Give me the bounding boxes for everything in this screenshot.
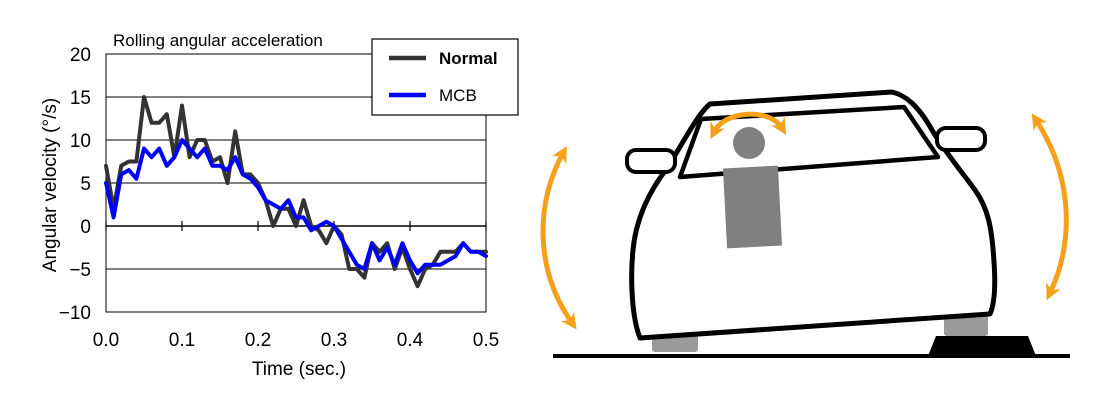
left-mirror xyxy=(625,148,677,174)
series-lines xyxy=(104,95,488,289)
x-tick-label: 0.2 xyxy=(245,330,271,351)
road-bump xyxy=(928,336,1036,356)
y-tick-label: −10 xyxy=(59,303,91,324)
legend: Normal MCB xyxy=(371,38,519,116)
x-tick-label: 0.5 xyxy=(473,330,499,351)
car-body-outline xyxy=(629,89,998,341)
y-tick-label: 15 xyxy=(70,88,91,109)
x-axis-tick-labels: 0.0 0.1 0.2 0.3 0.4 0.5 xyxy=(93,330,499,351)
chart-title: Rolling angular acceleration xyxy=(113,31,323,50)
x-tick-label: 0.4 xyxy=(397,330,424,351)
x-tick-label: 0.0 xyxy=(93,330,119,351)
right-tire xyxy=(944,314,988,336)
x-tick-label: 0.1 xyxy=(169,330,195,351)
y-tick-label: 0 xyxy=(80,217,91,238)
y-tick-label: 20 xyxy=(70,45,91,66)
series-line-mcb xyxy=(104,138,488,276)
right-mirror xyxy=(935,126,987,152)
legend-label-normal: Normal xyxy=(439,49,498,68)
legend-label-mcb: MCB xyxy=(439,86,477,105)
y-tick-label: 10 xyxy=(70,131,91,152)
x-axis-ticks xyxy=(105,221,487,231)
x-axis-title: Time (sec.) xyxy=(252,359,346,380)
y-axis-title: Angular velocity (°/s) xyxy=(40,98,61,272)
occupant-body-icon xyxy=(722,165,783,249)
y-tick-label: 5 xyxy=(80,174,91,195)
legend-box xyxy=(371,38,519,116)
series-line-normal xyxy=(104,95,488,289)
head-roll-arrow-icon xyxy=(710,111,787,140)
windshield xyxy=(677,104,941,180)
y-tick-label: −5 xyxy=(69,260,91,281)
car-rolling-illustration xyxy=(540,89,1070,358)
chart: 0.0 0.1 0.2 0.3 0.4 0.5 −10 −5 0 5 10 15 20 Rolling… xyxy=(40,31,519,380)
left-roll-arrow-icon xyxy=(540,145,577,330)
right-roll-arrow-icon xyxy=(1031,113,1069,301)
occupant-head-icon xyxy=(733,127,765,159)
y-axis-tick-labels: −10 −5 0 5 10 15 20 xyxy=(59,45,91,324)
x-tick-label: 0.3 xyxy=(321,330,347,351)
